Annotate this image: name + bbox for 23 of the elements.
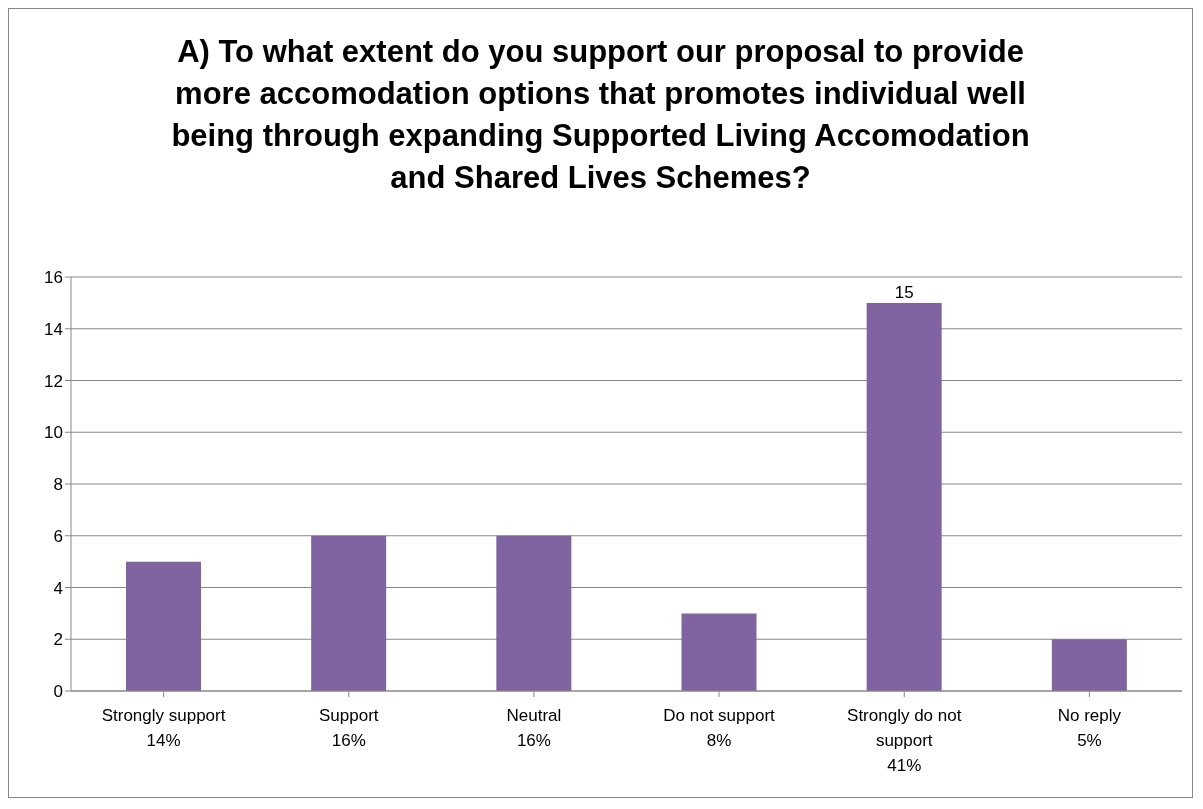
bar [126,561,201,691]
x-tick-label: Support 16% [318,706,379,750]
y-tick-label: 16 [44,268,63,288]
bar [866,302,942,691]
x-tick-label: Do not support 8% [663,706,776,750]
y-tick-label: 2 [53,630,63,650]
y-tick-label: 8 [53,475,63,495]
bar [311,535,387,691]
bar [681,613,757,691]
x-tick-label: Neutral 16% [506,706,562,750]
x-tick-label: No reply 5% [1057,706,1122,750]
data-label: 15 [894,282,914,302]
bar [496,535,572,691]
y-tick-label: 6 [53,526,63,546]
x-tick-label: Strongly support 14% [101,706,226,750]
bar [1051,639,1127,691]
chart-title: A) To what extent do you support our proposal to provide more accomodation options that promotes individual well being through expanding Supported Living Accomodation and Shared Lives Schemes? [170,33,1031,197]
x-tick-label: Strongly do not support 41% [847,706,962,775]
y-tick-label: 14 [44,319,63,339]
y-tick-label: 10 [44,423,63,443]
y-tick-label: 0 [53,682,63,702]
y-tick-label: 4 [53,578,63,598]
y-tick-label: 12 [44,371,63,391]
